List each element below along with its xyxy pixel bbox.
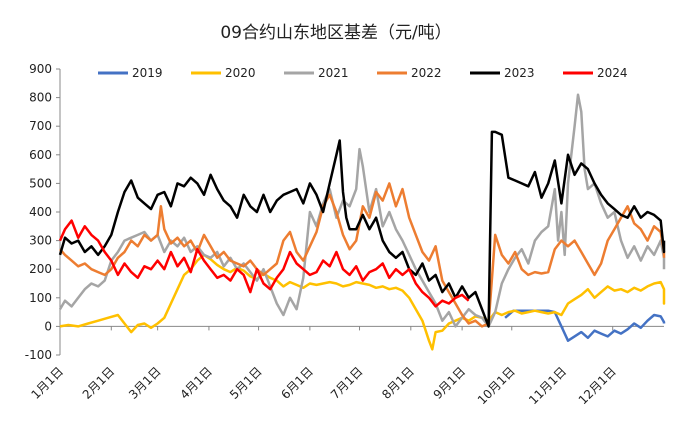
y-tick-label: 500 [29,176,52,190]
series-line-2019 [504,309,666,342]
x-tick-label: 9月1日 [431,364,469,402]
legend-label-2022: 2022 [411,66,442,80]
x-tick-label: 7月1日 [328,364,366,402]
y-tick-label: 0 [44,319,52,333]
series-line-2022 [59,182,666,328]
y-tick-label: -100 [25,348,52,362]
legend-label-2023: 2023 [504,66,535,80]
series-line-2021 [58,93,666,328]
legend: 2019 2020 2021 2022 2023 2024 [98,66,628,80]
x-tick-label: 4月1日 [177,364,215,402]
y-tick-label: 700 [29,119,52,133]
x-tick-label: 12月1日 [576,364,619,407]
series-line-2020 [59,253,666,351]
y-tick-label: 100 [29,291,52,305]
y-tick-label: 300 [29,234,52,248]
chart-title: 09合约山东地区基差（元/吨） [220,23,451,43]
legend-label-2020: 2020 [225,66,256,80]
x-tick-label: 8月1日 [379,364,417,402]
y-axis: -100 0 100 200 300 400 500 600 700 800 900 [25,62,61,362]
x-axis: 1月1日 2月1日 3月1日 4月1日 5月1日 6月1日 7月1日 8月1日 9月1日 10月1… [28,325,664,407]
legend-label-2019: 2019 [132,66,163,80]
y-tick-label: 400 [29,205,52,219]
legend-label-2024: 2024 [597,66,628,80]
x-tick-label: 6月1日 [278,364,316,402]
y-tick-label: 600 [29,148,52,162]
series-line-2023 [58,130,666,328]
x-tick-label: 5月1日 [227,364,265,402]
y-tick-label: 900 [29,62,52,76]
x-tick-label: 10月1日 [475,364,518,407]
y-tick-label: 800 [29,91,52,105]
series-line-2024 [58,219,470,308]
legend-label-2021: 2021 [318,66,349,80]
x-tick-label: 11月1日 [526,364,569,407]
x-tick-label: 3月1日 [126,364,164,402]
x-tick-label: 2月1日 [80,364,118,402]
series-group [58,93,666,351]
x-tick-label: 1月1日 [28,364,66,402]
y-tick-label: 200 [29,262,52,276]
